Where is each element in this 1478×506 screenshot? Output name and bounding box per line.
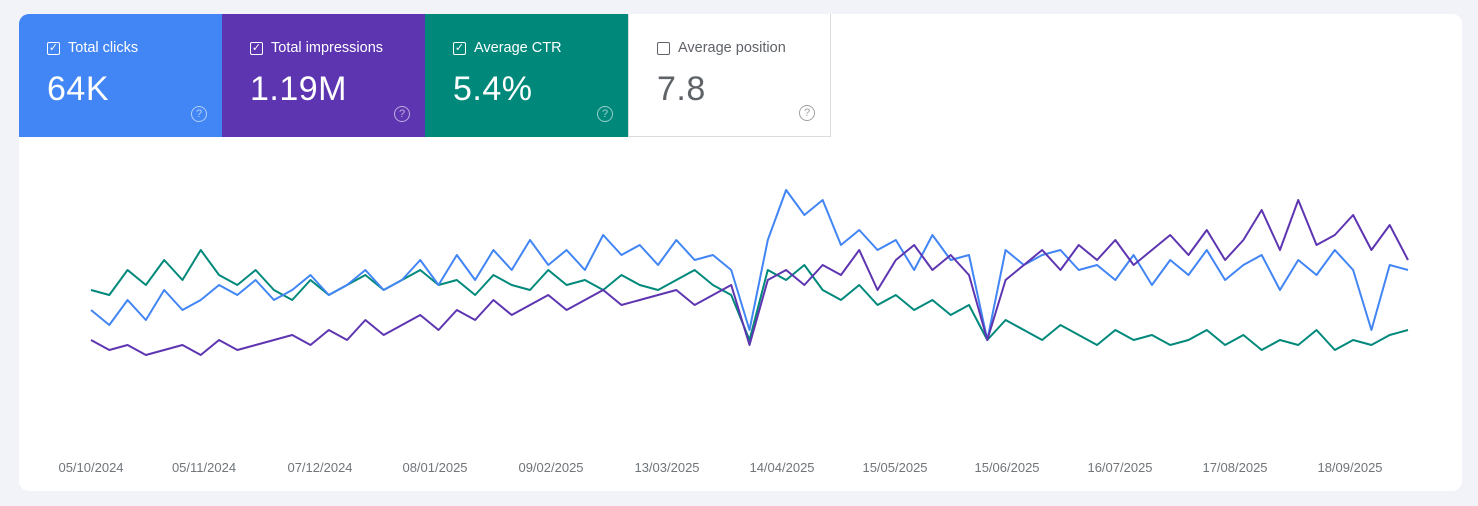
- metric-value: 1.19M: [250, 70, 347, 108]
- series-line-average-ctr: [90, 249, 1409, 351]
- metric-value: 5.4%: [453, 70, 533, 108]
- help-icon[interactable]: ?: [597, 106, 613, 122]
- help-icon[interactable]: ?: [799, 105, 815, 121]
- metric-average-ctr[interactable]: ✓ Average CTR 5.4% ?: [425, 14, 628, 137]
- help-icon[interactable]: ?: [394, 106, 410, 122]
- metric-average-position[interactable]: Average position 7.8 ?: [628, 14, 831, 137]
- checkbox-checked-icon[interactable]: ✓: [453, 41, 466, 55]
- x-tick-label: 05/11/2024: [171, 460, 237, 475]
- series-line-total-impressions: [90, 199, 1409, 356]
- x-tick-label: 16/07/2025: [1087, 460, 1153, 475]
- metric-label: Average CTR: [474, 40, 562, 56]
- x-tick-label: 05/10/2024: [58, 460, 124, 475]
- metric-value: 7.8: [657, 70, 706, 108]
- x-tick-label: 13/03/2025: [634, 460, 700, 475]
- metric-value: 64K: [47, 70, 109, 108]
- x-tick-label: 15/06/2025: [974, 460, 1040, 475]
- metric-total-impressions[interactable]: ✓ Total impressions 1.19M ?: [222, 14, 425, 137]
- metric-tabs: ✓ Total clicks 64K ? ✓ Total impressions 1…: [19, 14, 831, 137]
- x-tick-label: 15/05/2025: [862, 460, 928, 475]
- help-icon[interactable]: ?: [191, 106, 207, 122]
- metric-label: Total clicks: [68, 40, 139, 56]
- metric-label: Total impressions: [271, 40, 384, 56]
- metric-total-clicks[interactable]: ✓ Total clicks 64K ?: [19, 14, 222, 137]
- series-line-total-clicks: [90, 189, 1409, 341]
- checkbox-checked-icon[interactable]: ✓: [47, 41, 60, 55]
- performance-card: ✓ Total clicks 64K ? ✓ Total impressions 1…: [19, 14, 1462, 491]
- x-tick-label: 17/08/2025: [1202, 460, 1268, 475]
- line-chart: [90, 189, 1409, 356]
- x-tick-label: 09/02/2025: [518, 460, 584, 475]
- checkbox-unchecked-icon[interactable]: [657, 41, 670, 55]
- x-tick-label: 08/01/2025: [402, 460, 468, 475]
- checkbox-checked-icon[interactable]: ✓: [250, 41, 263, 55]
- x-tick-label: 07/12/2024: [287, 460, 353, 475]
- metric-label: Average position: [678, 40, 786, 56]
- x-tick-label: 14/04/2025: [749, 460, 815, 475]
- x-tick-label: 18/09/2025: [1317, 460, 1383, 475]
